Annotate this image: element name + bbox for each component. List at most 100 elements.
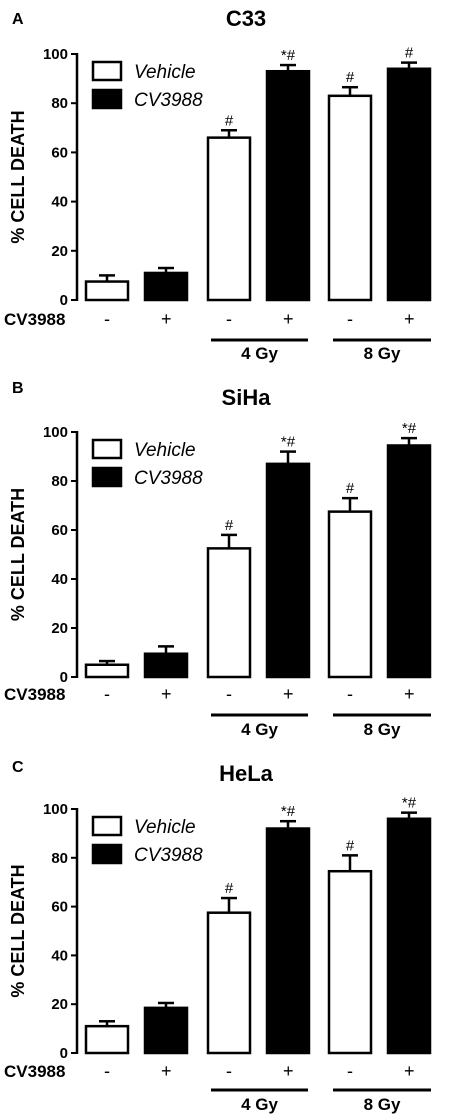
significance-mark: *#: [281, 47, 296, 64]
chart-title: SiHa: [222, 385, 272, 410]
significance-mark: #: [346, 480, 355, 497]
group-label: 8 Gy: [364, 344, 401, 363]
y-tick-label: 60: [51, 522, 68, 539]
treatment-sign: -: [226, 309, 232, 329]
treatment-sign: +: [404, 309, 415, 329]
treatment-sign: +: [283, 684, 294, 704]
y-tick-label: 100: [43, 46, 68, 63]
y-tick-label: 0: [60, 1045, 68, 1062]
bar-cv3988: [265, 69, 311, 302]
significance-mark: #: [346, 837, 355, 854]
legend-swatch-vehicle: [91, 815, 123, 837]
treatment-sign: -: [104, 309, 110, 329]
treatment-sign: +: [161, 684, 172, 704]
bar-vehicle: [327, 510, 373, 679]
treatment-sign: -: [347, 684, 353, 704]
y-tick-label: 0: [60, 292, 68, 309]
significance-mark: *#: [281, 434, 296, 451]
significance-mark: #: [346, 69, 355, 86]
group-label: 8 Gy: [364, 1095, 401, 1114]
legend-swatch-cv3988: [91, 466, 123, 488]
significance-mark: #: [225, 880, 234, 897]
treatment-sign: -: [347, 309, 353, 329]
bar-cv3988: [386, 817, 432, 1055]
panel-letter: C: [12, 759, 24, 776]
bar-vehicle: [84, 280, 130, 302]
treatment-sign: +: [283, 1061, 294, 1081]
y-tick-label: 100: [43, 801, 68, 818]
chart-title: HeLa: [219, 761, 274, 786]
legend-label-vehicle: Vehicle: [134, 62, 196, 83]
legend-swatch-cv3988: [91, 843, 123, 865]
panel-b: B SiHa % CELL DEATH 0 20 40 60 80 100 # *# # *# Vehic…: [4, 380, 432, 739]
bar-cv3988: [143, 652, 189, 679]
legend-swatch-vehicle: [91, 60, 123, 82]
bar-cv3988: [143, 271, 189, 302]
bar-vehicle: [206, 911, 252, 1055]
bar-vehicle: [327, 94, 373, 302]
y-tick-label: 80: [51, 95, 68, 112]
treatment-sign: -: [226, 1061, 232, 1081]
bar-vehicle: [206, 136, 252, 302]
y-axis-label: % CELL DEATH: [8, 864, 28, 997]
legend-label-vehicle: Vehicle: [134, 817, 196, 838]
group-label: 4 Gy: [241, 720, 278, 739]
y-tick-label: 20: [51, 620, 68, 637]
bar-vehicle: [84, 663, 130, 679]
panel-a: A C33 % CELL DEATH 0 20 40 60 80 100 # *# # # Vehicle…: [4, 6, 432, 363]
panel-letter: B: [12, 380, 24, 397]
significance-mark: #: [405, 45, 414, 62]
treatment-sign: -: [104, 1061, 110, 1081]
panel-c: C HeLa % CELL DEATH 0 20 40 60 80 100 # *# # *# Vehic…: [4, 759, 432, 1114]
y-tick-label: 40: [51, 571, 68, 588]
chart-title: C33: [226, 6, 266, 31]
y-tick-label: 0: [60, 669, 68, 686]
legend-label-cv3988: CV3988: [134, 845, 203, 866]
treatment-sign: -: [347, 1061, 353, 1081]
bar-vehicle: [327, 869, 373, 1055]
y-axis-label: % CELL DEATH: [8, 110, 28, 243]
treatment-label: CV3988: [4, 685, 65, 704]
group-label: 8 Gy: [364, 720, 401, 739]
y-tick-label: 80: [51, 473, 68, 490]
significance-mark: *#: [281, 803, 296, 820]
significance-mark: *#: [402, 795, 417, 812]
group-label: 4 Gy: [241, 1095, 278, 1114]
significance-mark: #: [225, 517, 234, 534]
legend-swatch-vehicle: [91, 438, 123, 460]
panel-letter: A: [12, 11, 24, 28]
y-tick-label: 40: [51, 194, 68, 211]
y-tick-label: 60: [51, 899, 68, 916]
treatment-sign: +: [404, 1061, 415, 1081]
y-tick-label: 20: [51, 243, 68, 260]
y-tick-label: 40: [51, 947, 68, 964]
legend-swatch-cv3988: [91, 88, 123, 110]
y-tick-label: 100: [43, 424, 68, 441]
significance-mark: #: [225, 112, 234, 129]
treatment-sign: +: [283, 309, 294, 329]
group-label: 4 Gy: [241, 344, 278, 363]
treatment-sign: +: [404, 684, 415, 704]
bar-vehicle: [206, 547, 252, 679]
y-axis-label: % CELL DEATH: [8, 488, 28, 621]
bar-cv3988: [143, 1006, 189, 1055]
bar-cv3988: [386, 444, 432, 679]
bar-vehicle: [84, 1024, 130, 1055]
bar-cv3988: [265, 462, 311, 679]
treatment-label: CV3988: [4, 310, 65, 329]
significance-mark: *#: [402, 420, 417, 437]
legend-label-vehicle: Vehicle: [134, 440, 196, 461]
bar-cv3988: [265, 827, 311, 1055]
y-tick-label: 80: [51, 850, 68, 867]
y-tick-label: 20: [51, 996, 68, 1013]
treatment-sign: +: [161, 1061, 172, 1081]
bar-cv3988: [386, 67, 432, 302]
legend-label-cv3988: CV3988: [134, 468, 203, 489]
y-tick-label: 60: [51, 144, 68, 161]
treatment-label: CV3988: [4, 1062, 65, 1081]
treatment-sign: -: [226, 684, 232, 704]
treatment-sign: -: [104, 684, 110, 704]
legend-label-cv3988: CV3988: [134, 90, 203, 111]
treatment-sign: +: [161, 309, 172, 329]
